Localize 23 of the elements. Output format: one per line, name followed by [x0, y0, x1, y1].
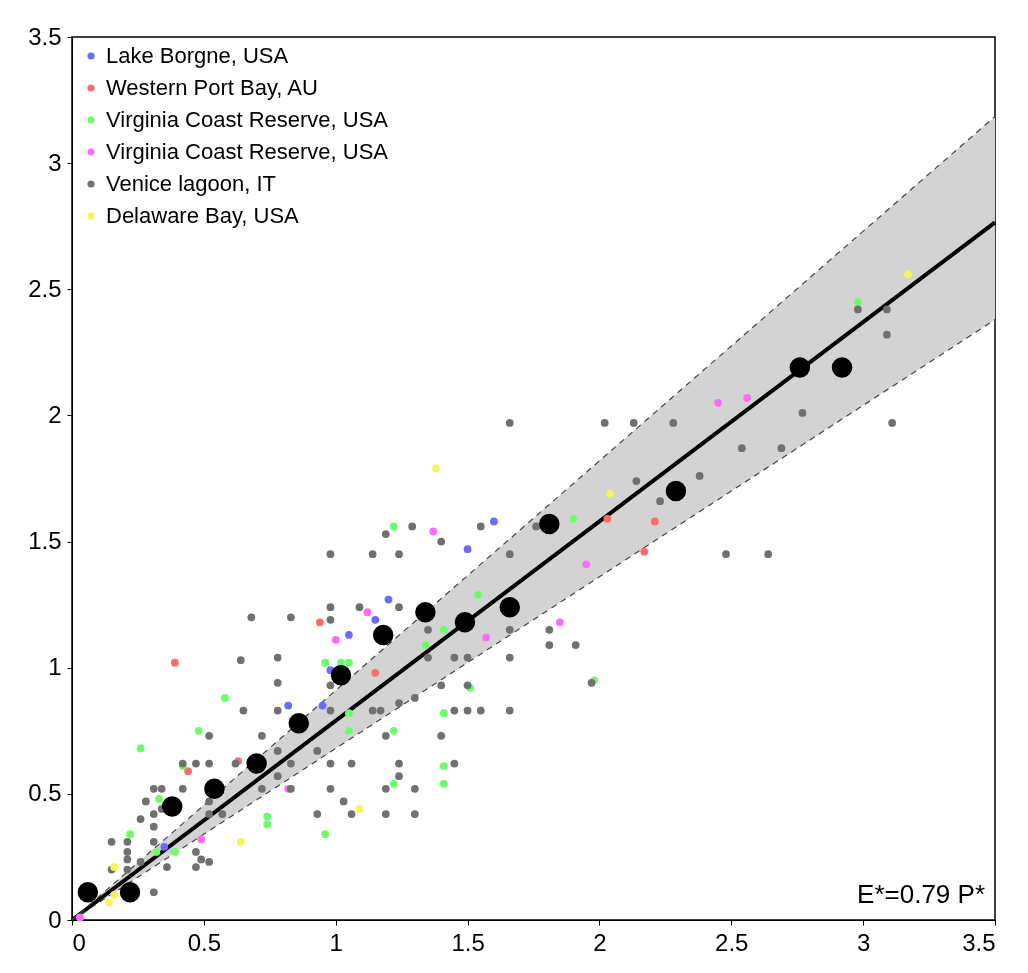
- legend-label: Virginia Coast Reserve, USA: [106, 107, 389, 132]
- x-tick-label: 2: [593, 928, 607, 956]
- y-tick-label: 2.5: [28, 274, 62, 302]
- y-tick-label: 1: [48, 653, 62, 681]
- y-tick-label: 2: [48, 400, 62, 428]
- x-tick-label: 0.5: [187, 928, 222, 956]
- y-tick-label: 3: [48, 148, 62, 176]
- y-tick-label: 1.5: [28, 527, 62, 555]
- x-tick-label: 1: [329, 928, 343, 956]
- legend-label: Delaware Bay, USA: [106, 203, 300, 228]
- x-tick-label: 3: [856, 928, 871, 956]
- x-tick-label: 3.5: [962, 928, 996, 956]
- y-tick-label: 0: [48, 905, 62, 933]
- x-tick-label: 0: [72, 928, 86, 956]
- annotation: E*=0.79 P*: [857, 879, 985, 909]
- legend-label: Virginia Coast Reserve, USA: [106, 139, 389, 164]
- legend-label: Venice lagoon, IT: [106, 171, 277, 196]
- y-tick-label: 0.5: [28, 779, 62, 807]
- x-tick-label: 2.5: [715, 928, 749, 956]
- y-tick-label: 3.5: [28, 22, 62, 50]
- x-tick-label: 1.5: [451, 928, 485, 956]
- legend-label: Lake Borgne, USA: [106, 43, 289, 68]
- legend-label: Western Port Bay, AU: [106, 75, 318, 100]
